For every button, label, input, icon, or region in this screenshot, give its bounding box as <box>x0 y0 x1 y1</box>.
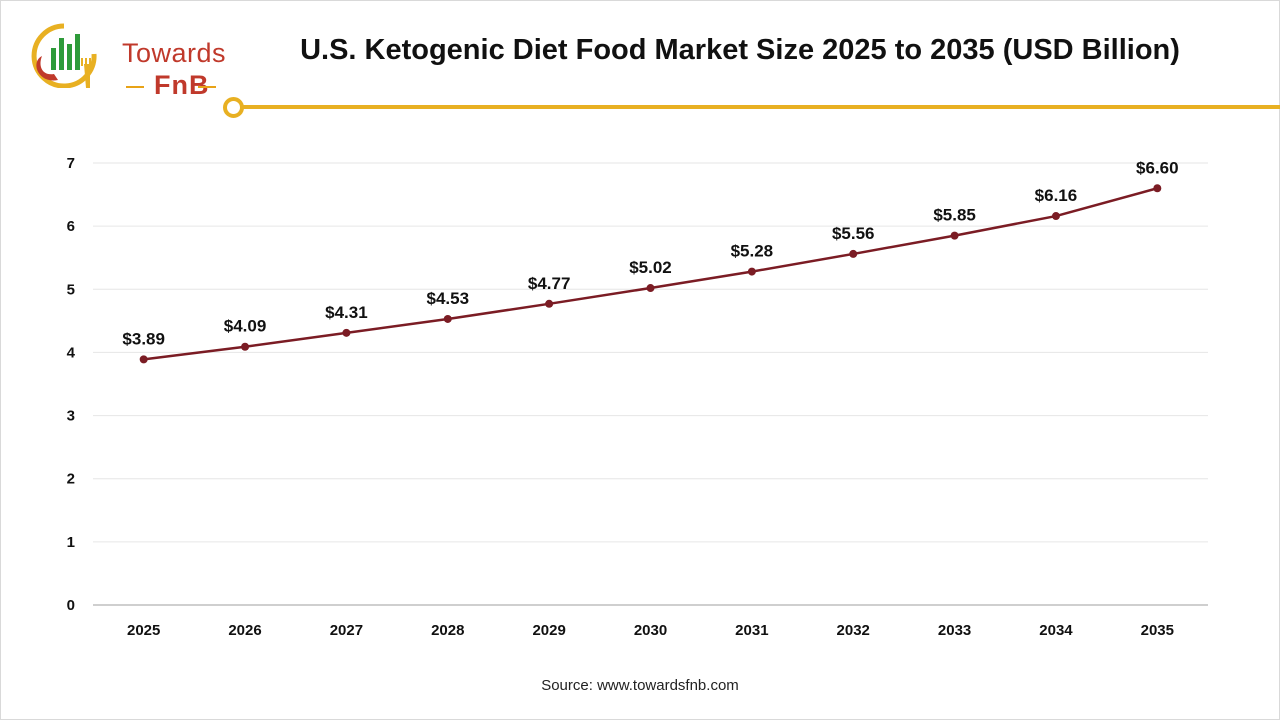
data-point <box>849 249 858 258</box>
page-title: U.S. Ketogenic Diet Food Market Size 202… <box>300 34 1180 66</box>
y-tick-label: 4 <box>67 344 76 361</box>
data-label: $5.28 <box>731 242 774 261</box>
data-label: $5.56 <box>832 224 875 243</box>
data-label: $6.16 <box>1035 186 1078 205</box>
logo-dash-left <box>126 86 144 88</box>
x-tick-label: 2034 <box>1039 622 1073 639</box>
y-tick-label: 3 <box>67 408 75 425</box>
logo-mark-icon <box>31 23 97 89</box>
y-tick-label: 7 <box>67 155 75 172</box>
data-point <box>443 314 452 323</box>
x-tick-label: 2028 <box>431 622 464 639</box>
y-tick-label: 2 <box>67 471 75 488</box>
x-tick-label: 2030 <box>634 622 667 639</box>
x-tick-label: 2029 <box>532 622 565 639</box>
data-label: $4.53 <box>426 289 469 308</box>
data-point <box>139 355 148 364</box>
x-tick-label: 2025 <box>127 622 160 639</box>
x-tick-label: 2026 <box>228 622 261 639</box>
y-tick-label: 0 <box>67 597 75 614</box>
logo-text-towards: Towards <box>122 38 227 68</box>
x-tick-label: 2035 <box>1141 622 1174 639</box>
x-tick-label: 2033 <box>938 622 971 639</box>
data-point <box>646 284 655 293</box>
data-label: $5.85 <box>933 206 976 225</box>
title-underline-dot <box>223 97 244 118</box>
towards-fnb-logo: Towards FnB <box>24 16 227 100</box>
y-tick-label: 1 <box>67 534 75 551</box>
x-tick-label: 2032 <box>837 622 870 639</box>
data-point <box>1051 212 1060 221</box>
x-tick-label: 2031 <box>735 622 768 639</box>
x-tick-label: 2027 <box>330 622 363 639</box>
data-label: $6.60 <box>1136 158 1179 177</box>
data-point <box>241 342 250 351</box>
data-label: $4.09 <box>224 317 267 336</box>
source-note: Source: www.towardsfnb.com <box>541 677 739 694</box>
logo-dash-right <box>198 86 216 88</box>
data-point <box>1153 184 1162 193</box>
data-point <box>545 299 554 308</box>
y-tick-label: 6 <box>67 218 75 235</box>
data-label: $3.89 <box>122 329 165 348</box>
data-point <box>342 328 351 337</box>
y-tick-label: 5 <box>67 281 75 298</box>
data-label: $4.77 <box>528 274 571 293</box>
data-point <box>950 231 959 240</box>
logo-text-fnb: FnB <box>154 70 210 100</box>
data-point <box>747 267 756 276</box>
data-label: $4.31 <box>325 303 368 322</box>
data-label: $5.02 <box>629 258 672 277</box>
title-underline <box>233 105 1280 109</box>
